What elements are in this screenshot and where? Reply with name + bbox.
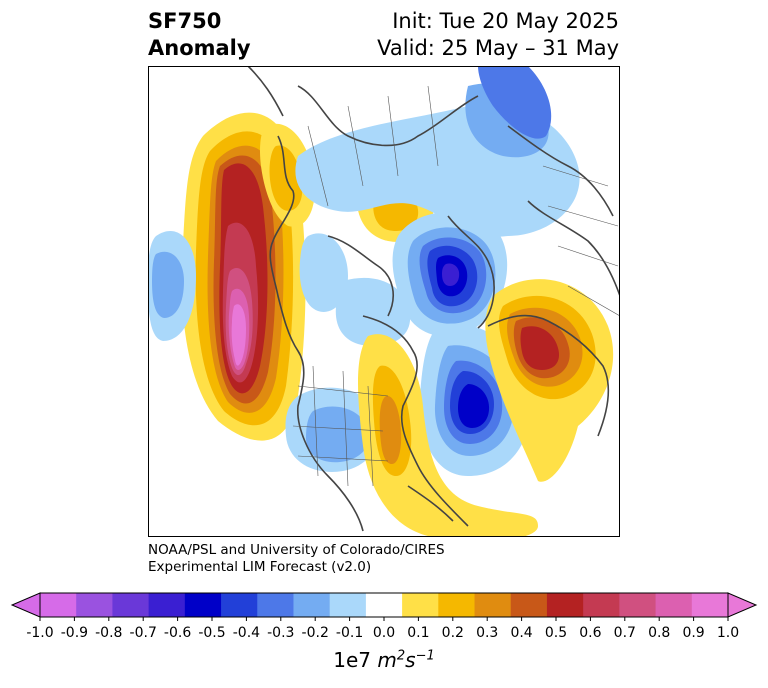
- colorbar-tick-label: -0.4: [233, 625, 260, 641]
- colorbar-tick-label: 0.9: [682, 625, 704, 641]
- variable-title: SF750: [148, 9, 222, 33]
- units-m: m: [377, 648, 397, 672]
- colorbar-tick-label: 0.1: [407, 625, 429, 641]
- colorbar-scale: 1e7: [333, 648, 372, 672]
- colorbar-tick-label: -0.3: [267, 625, 294, 641]
- date-block: Init: Tue 20 May 2025 Valid: 25 May – 31…: [377, 8, 619, 62]
- credit-text: NOAA/PSL and University of Colorado/CIRE…: [148, 542, 445, 576]
- colorbar: -1.0 -0.9 -0.8 -0.7 -0.6 -0.5 -0.4 -0.3 -0.2 -0.1…: [10, 592, 758, 641]
- colorbar-swatch: [583, 593, 620, 617]
- colorbar-tick-label: 0.0: [373, 625, 395, 641]
- colorbar-swatch: [474, 593, 512, 617]
- colorbar-tick-label: -0.1: [336, 625, 363, 641]
- colorbar-tick-label: 0.8: [648, 625, 670, 641]
- colorbar-tick-label: 0.5: [545, 625, 567, 641]
- colorbar-tick-label: 1.0: [717, 625, 739, 641]
- colorbar-swatch: [293, 593, 331, 617]
- colorbar-tick-label: -1.0: [26, 625, 53, 641]
- colorbar-swatch: [112, 593, 150, 617]
- arctic-light-blue-anomaly: [295, 66, 580, 237]
- colorbar-tick-label: -0.2: [302, 625, 329, 641]
- borders: [292, 85, 620, 487]
- colorbar-swatch: [691, 593, 729, 617]
- colorbar-units-label: 1e7 m2s−1: [0, 648, 768, 672]
- colorbar-tick-label: 0.7: [614, 625, 636, 641]
- init-date: Init: Tue 20 May 2025: [392, 9, 619, 33]
- colorbar-tick-label: 0.4: [510, 625, 532, 641]
- colorbar-tick-label: 0.2: [442, 625, 464, 641]
- coastlines: [247, 66, 620, 532]
- units-sup-1: 2: [396, 648, 406, 664]
- colorbar-swatch: [365, 593, 403, 617]
- anomaly-subtitle: Anomaly: [148, 36, 251, 60]
- colorbar-swatch: [184, 593, 222, 617]
- colorbar-swatch: [655, 593, 693, 617]
- canada-light-blue-anomaly: [299, 233, 411, 347]
- colorbar-swatch: [438, 593, 476, 617]
- colorbar-tick-label: -0.8: [95, 625, 122, 641]
- valid-range: Valid: 25 May – 31 May: [377, 36, 619, 60]
- colorbar-swatch: [329, 593, 367, 617]
- colorbar-swatch: [619, 593, 657, 617]
- colorbar-swatch: [76, 593, 113, 617]
- colorbar-swatch: [148, 593, 186, 617]
- units-s: s: [405, 648, 416, 672]
- arctic-negative-anomaly: [392, 212, 508, 337]
- colorbar-extend-min: [10, 592, 41, 618]
- colorbar-swatch: [221, 593, 258, 617]
- colorbar-swatch: [402, 593, 439, 617]
- title-block: SF750 Anomaly: [148, 8, 251, 62]
- colorbar-tick-label: -0.7: [130, 625, 157, 641]
- colorbar-swatch: [257, 593, 294, 617]
- colorbar-swatch: [40, 593, 77, 617]
- colorbar-tick-label: -0.9: [61, 625, 88, 641]
- colorbar-tick-label: 0.6: [579, 625, 601, 641]
- credit-line-2: Experimental LIM Forecast (v2.0): [148, 559, 372, 575]
- colorbar-swatch: [546, 593, 584, 617]
- credit-line-1: NOAA/PSL and University of Colorado/CIRE…: [148, 542, 445, 558]
- europe-positive-anomaly: [485, 279, 614, 482]
- units-sup-2: −1: [415, 648, 435, 664]
- east-us-positive-anomaly: [358, 334, 538, 537]
- central-pacific-negative-anomaly: [148, 230, 196, 341]
- colorbar-tick-label: -0.6: [164, 625, 191, 641]
- colorbar-swatch: [510, 593, 548, 617]
- colorbar-tick-label: -0.5: [198, 625, 225, 641]
- colorbar-extend-max: [727, 592, 758, 618]
- forecast-map: [148, 66, 620, 537]
- colorbar-tick-label: 0.3: [476, 625, 498, 641]
- east-pacific-positive-anomaly: [181, 112, 306, 441]
